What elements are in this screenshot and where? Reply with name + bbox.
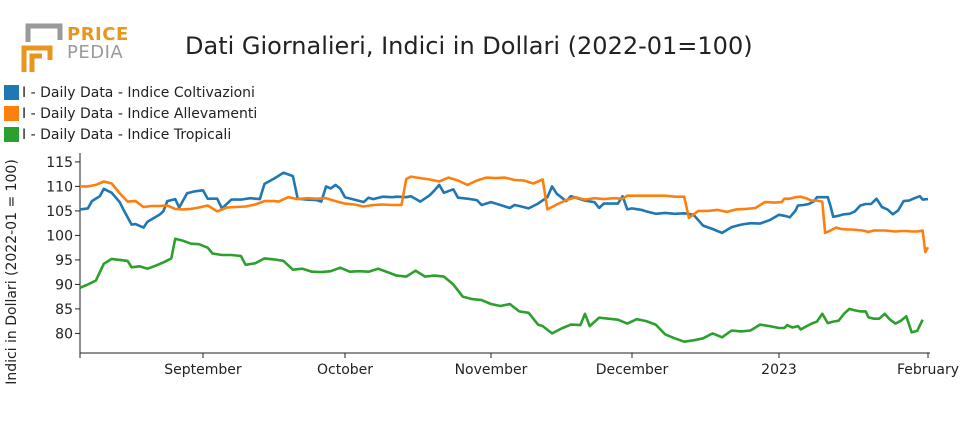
- pricepedia-logo: PRICE PEDIA: [20, 22, 130, 74]
- x-tick-label: 2023: [761, 362, 797, 378]
- legend-label: I - Daily Data - Indice Coltivazioni: [22, 84, 255, 101]
- y-axis-label: Indici in Dollari (2022-01 = 100): [4, 159, 20, 385]
- series-lines: [79, 171, 930, 343]
- y-tick-label: 85: [55, 302, 73, 318]
- legend-item[interactable]: I - Daily Data - Indice Allevamenti: [4, 103, 257, 124]
- logo-mark-icon: [21, 23, 63, 72]
- series-line-tropicali: [79, 237, 924, 343]
- y-tick-label: 95: [55, 253, 73, 269]
- x-tick-label: February: [897, 362, 959, 378]
- x-tick-label: November: [455, 362, 528, 378]
- chart-legend: I - Daily Data - Indice Coltivazioni I -…: [4, 82, 257, 145]
- y-tick-label: 100: [46, 228, 73, 244]
- series-line-coltivazioni: [79, 171, 929, 235]
- logo-word-price: PRICE: [67, 24, 129, 45]
- legend-swatch: [4, 127, 19, 142]
- x-tick-label: October: [317, 362, 373, 378]
- x-tick-label: September: [164, 362, 242, 378]
- logo-word-pedia: PEDIA: [67, 42, 124, 63]
- series-line-allevamenti: [80, 175, 930, 254]
- legend-label: I - Daily Data - Indice Tropicali: [22, 126, 232, 143]
- legend-swatch: [4, 106, 19, 121]
- y-tick-label: 90: [55, 277, 73, 293]
- legend-swatch: [4, 85, 19, 100]
- y-tick-label: 105: [46, 204, 73, 220]
- y-tick-label: 115: [46, 155, 73, 171]
- x-axis: September October November December 2023 Febr…: [79, 352, 959, 378]
- y-tick-label: 80: [55, 326, 73, 342]
- legend-label: I - Daily Data - Indice Allevamenti: [22, 105, 258, 122]
- y-axis: 80 85 90 95 100 105 110 115: [46, 153, 81, 353]
- y-tick-label: 110: [46, 179, 73, 195]
- chart-title: Dati Giornalieri, Indici in Dollari (202…: [185, 32, 753, 60]
- legend-item[interactable]: I - Daily Data - Indice Coltivazioni: [4, 82, 257, 103]
- legend-item[interactable]: I - Daily Data - Indice Tropicali: [4, 124, 257, 145]
- x-tick-label: December: [596, 362, 669, 378]
